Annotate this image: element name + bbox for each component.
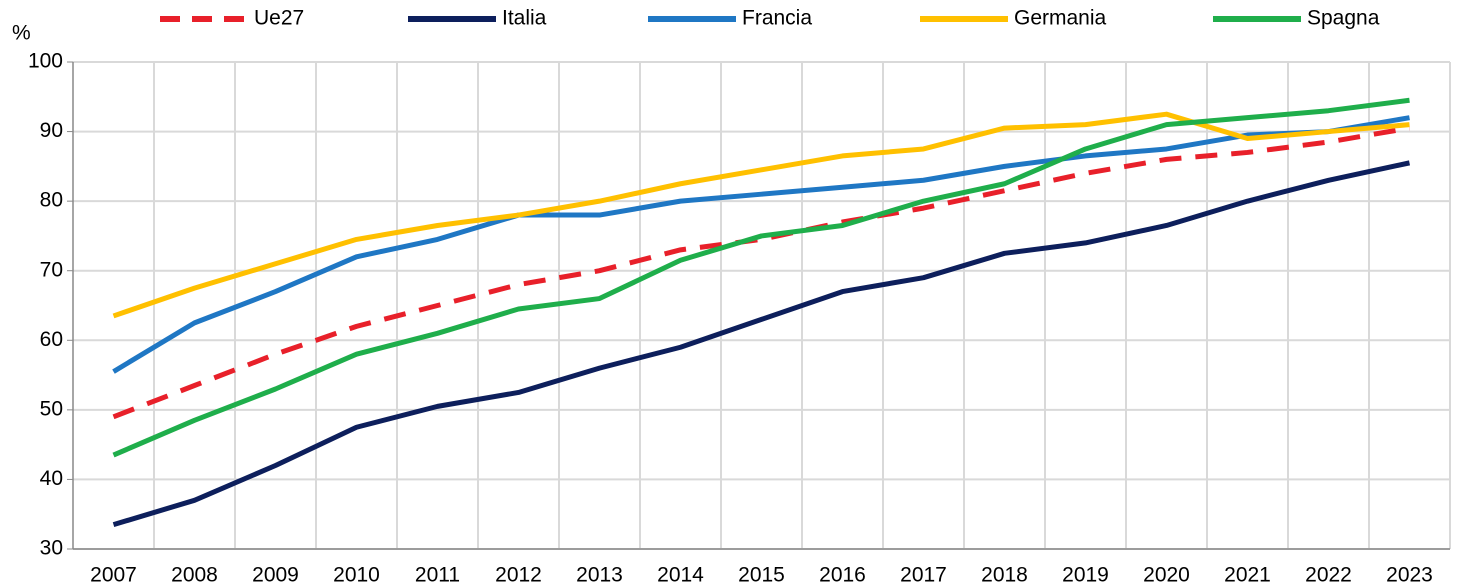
y-tick-label: 40 [40, 467, 63, 490]
series-line [112, 160, 1411, 528]
y-tick-label: 60 [40, 328, 63, 351]
x-tick-label: 2014 [657, 564, 704, 587]
x-tick-label: 2019 [1062, 564, 1109, 587]
y-axis-label: % [12, 22, 31, 45]
x-tick-label: 2020 [1143, 564, 1190, 587]
y-tick-label: 100 [28, 50, 63, 73]
series-line [112, 97, 1410, 458]
x-tick-label: 2015 [738, 564, 785, 587]
legend-label: Francia [742, 7, 812, 30]
x-tick-label: 2011 [415, 564, 460, 587]
x-tick-label: 2016 [819, 564, 866, 587]
x-tick-label: 2008 [171, 564, 218, 587]
legend-label: Italia [502, 7, 547, 30]
y-tick-label: 70 [40, 258, 63, 281]
x-tick-label: 2018 [981, 564, 1028, 587]
y-tick-label: 50 [40, 397, 63, 420]
series-line [112, 125, 1410, 420]
y-tick-label: 90 [40, 119, 63, 142]
x-tick-label: 2009 [252, 564, 299, 587]
x-tick-label: 2007 [90, 564, 137, 587]
x-tick-label: 2022 [1305, 564, 1352, 587]
x-tick-label: 2010 [333, 564, 380, 587]
x-tick-label: 2013 [576, 564, 623, 587]
series-line [112, 111, 1410, 319]
legend-label: Germania [1014, 7, 1107, 30]
x-tick-label: 2017 [900, 564, 947, 587]
y-tick-label: 30 [40, 537, 63, 560]
series-line [112, 115, 1410, 374]
legend-label: Spagna [1307, 7, 1380, 30]
legend-label: Ue27 [254, 7, 304, 30]
x-tick-label: 2021 [1224, 564, 1271, 587]
x-tick-label: 2023 [1386, 564, 1433, 587]
y-tick-label: 80 [40, 189, 63, 212]
x-tick-label: 2012 [495, 564, 542, 587]
